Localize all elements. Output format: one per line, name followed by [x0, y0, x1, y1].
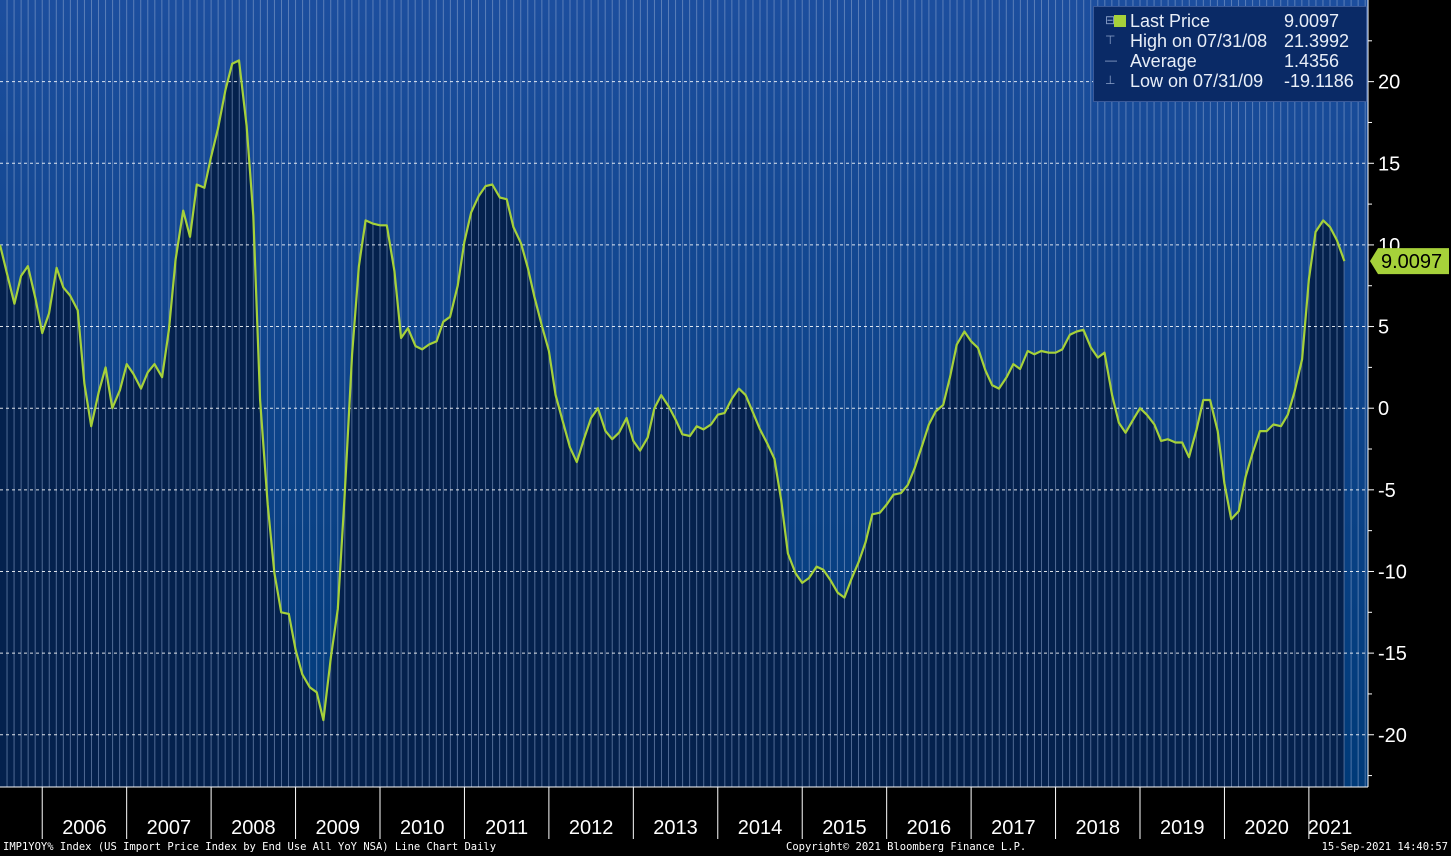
x-tick-label: 2013: [653, 817, 698, 839]
y-tick-label: -15: [1378, 643, 1407, 665]
legend-row-average: — Average 1.4356: [1094, 51, 1366, 71]
x-tick-label: 2009: [316, 817, 361, 839]
x-tick-label: 2012: [569, 817, 614, 839]
footer-bar: IMP1YOY% Index (US Import Price Index by…: [0, 839, 1451, 856]
last-price-tag-label: 9.0097: [1381, 251, 1442, 273]
legend-value: 9.0097: [1284, 11, 1340, 31]
x-tick-label: 2010: [400, 817, 445, 839]
average-marker-icon: —: [1105, 53, 1117, 67]
legend-value: 1.4356: [1284, 51, 1340, 71]
x-tick-label: 2008: [231, 817, 276, 839]
legend-row-high: ⊤ High on 07/31/08 21.3992: [1094, 31, 1366, 51]
x-tick-label: 2011: [485, 817, 528, 839]
x-tick-label: 2007: [147, 817, 192, 839]
low-marker-icon: ⊥: [1105, 73, 1116, 87]
x-tick-label: 2021: [1308, 817, 1353, 839]
y-tick-label: 5: [1378, 317, 1389, 339]
y-tick-label: 15: [1378, 153, 1400, 175]
x-tick-label: 2014: [738, 817, 783, 839]
series-line: [0, 59, 1346, 722]
x-tick-label: 2016: [907, 817, 952, 839]
legend-row-last-price: ⊟ Last Price 9.0097: [1094, 11, 1366, 31]
y-tick-label: 20: [1378, 72, 1400, 94]
high-marker-icon: ⊤: [1105, 33, 1116, 47]
last-price-tag-bg: [1370, 248, 1449, 275]
collapse-icon[interactable]: ⊟: [1105, 13, 1116, 27]
footer-copyright: Copyright© 2021 Bloomberg Finance L.P.: [786, 841, 1027, 853]
legend-label: Low on 07/31/09: [1130, 71, 1264, 91]
y-tick-label: -5: [1378, 480, 1396, 502]
x-tick-label: 2020: [1244, 817, 1289, 839]
legend-value: 21.3992: [1284, 31, 1350, 51]
legend-row-low: ⊥ Low on 07/31/09 -19.1186: [1094, 71, 1366, 91]
last-price-tag: 9.0097: [1370, 248, 1449, 275]
y-tick-label: 0: [1378, 398, 1389, 420]
legend-label: High on 07/31/08: [1130, 31, 1268, 51]
x-tick-label: 2006: [62, 817, 107, 839]
x-tick-label: 2018: [1076, 817, 1121, 839]
legend-value: -19.1186: [1284, 71, 1354, 91]
series-swatch: [1114, 15, 1126, 27]
y-tick-label: -20: [1378, 725, 1407, 747]
legend: ⊟ Last Price 9.0097 ⊤ High on 07/31/08 2…: [1093, 6, 1367, 102]
x-tick-label: 2019: [1160, 817, 1205, 839]
legend-label: Average: [1130, 51, 1197, 71]
footer-timestamp: 15-Sep-2021 14:40:57: [1321, 841, 1448, 853]
x-tick-label: 2015: [822, 817, 867, 839]
x-tick-label: 2017: [991, 817, 1036, 839]
series-area-fill: [0, 60, 1345, 787]
y-tick-label: -10: [1378, 561, 1407, 583]
footer-ticker-description: IMP1YOY% Index (US Import Price Index by…: [3, 841, 497, 853]
legend-label: Last Price: [1130, 11, 1211, 31]
